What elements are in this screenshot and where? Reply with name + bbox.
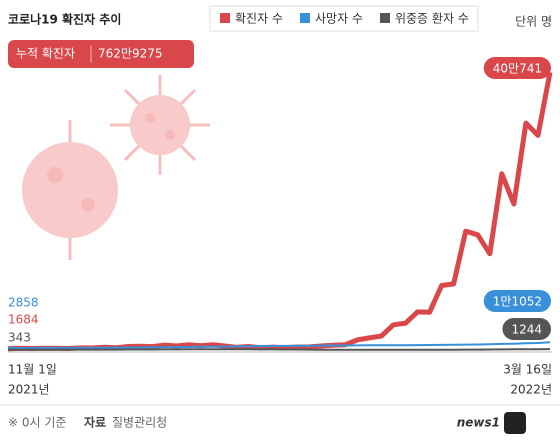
source-label: 자료 <box>84 415 106 430</box>
source: 질병관리청 <box>112 416 167 430</box>
start-year: 2021년 <box>8 383 50 397</box>
legend-label: 위중증 환자 수 <box>395 12 469 26</box>
cumulative-box <box>8 40 194 68</box>
footnote: ※ 0시 기준 <box>8 416 66 430</box>
chart-title: 코로나19 확진자 추이 <box>8 12 121 27</box>
cumulative-value: 762만9275 <box>98 47 162 61</box>
end-label: 1만1052 <box>493 295 542 309</box>
x-tick-label: 3월 16일 <box>503 363 552 377</box>
series-line <box>7 348 551 351</box>
end-label-bg <box>483 57 551 79</box>
start-label: 2858 <box>8 296 39 310</box>
end-label: 40만741 <box>493 62 542 76</box>
end-year: 2022년 <box>510 383 552 397</box>
cumulative-label: 누적 확진자 <box>16 47 75 61</box>
virus-illustration <box>22 75 210 260</box>
legend-swatch <box>299 13 310 23</box>
end-label-bg <box>502 318 551 340</box>
legend <box>209 5 479 32</box>
unit-label: 단위 명 <box>515 15 552 29</box>
start-label: 1684 <box>8 313 39 327</box>
logo-mark <box>504 412 526 434</box>
end-label: 1244 <box>511 323 542 337</box>
logo: news1 <box>457 416 500 430</box>
end-label-bg <box>483 290 551 312</box>
legend-label: 사망자 수 <box>315 12 363 26</box>
x-tick-label: 11월 1일 <box>8 363 57 377</box>
legend-label: 확진자 수 <box>235 12 283 26</box>
start-label: 343 <box>8 331 31 345</box>
legend-swatch <box>220 13 230 23</box>
legend-swatch <box>379 13 390 23</box>
series-line <box>8 341 551 349</box>
